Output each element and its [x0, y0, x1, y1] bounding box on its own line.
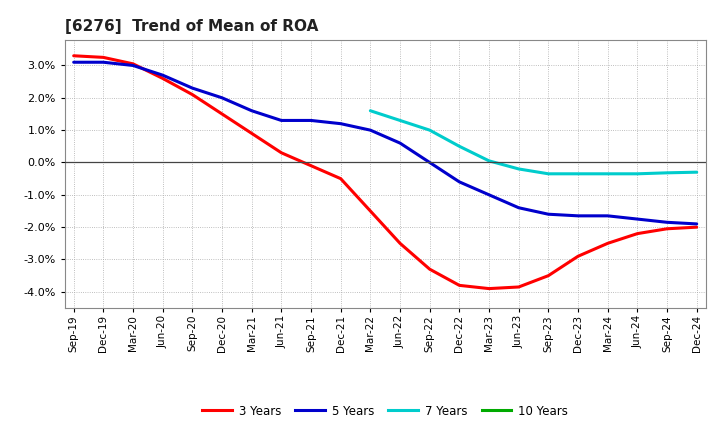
Text: [6276]  Trend of Mean of ROA: [6276] Trend of Mean of ROA	[65, 19, 318, 34]
Legend: 3 Years, 5 Years, 7 Years, 10 Years: 3 Years, 5 Years, 7 Years, 10 Years	[197, 400, 573, 422]
